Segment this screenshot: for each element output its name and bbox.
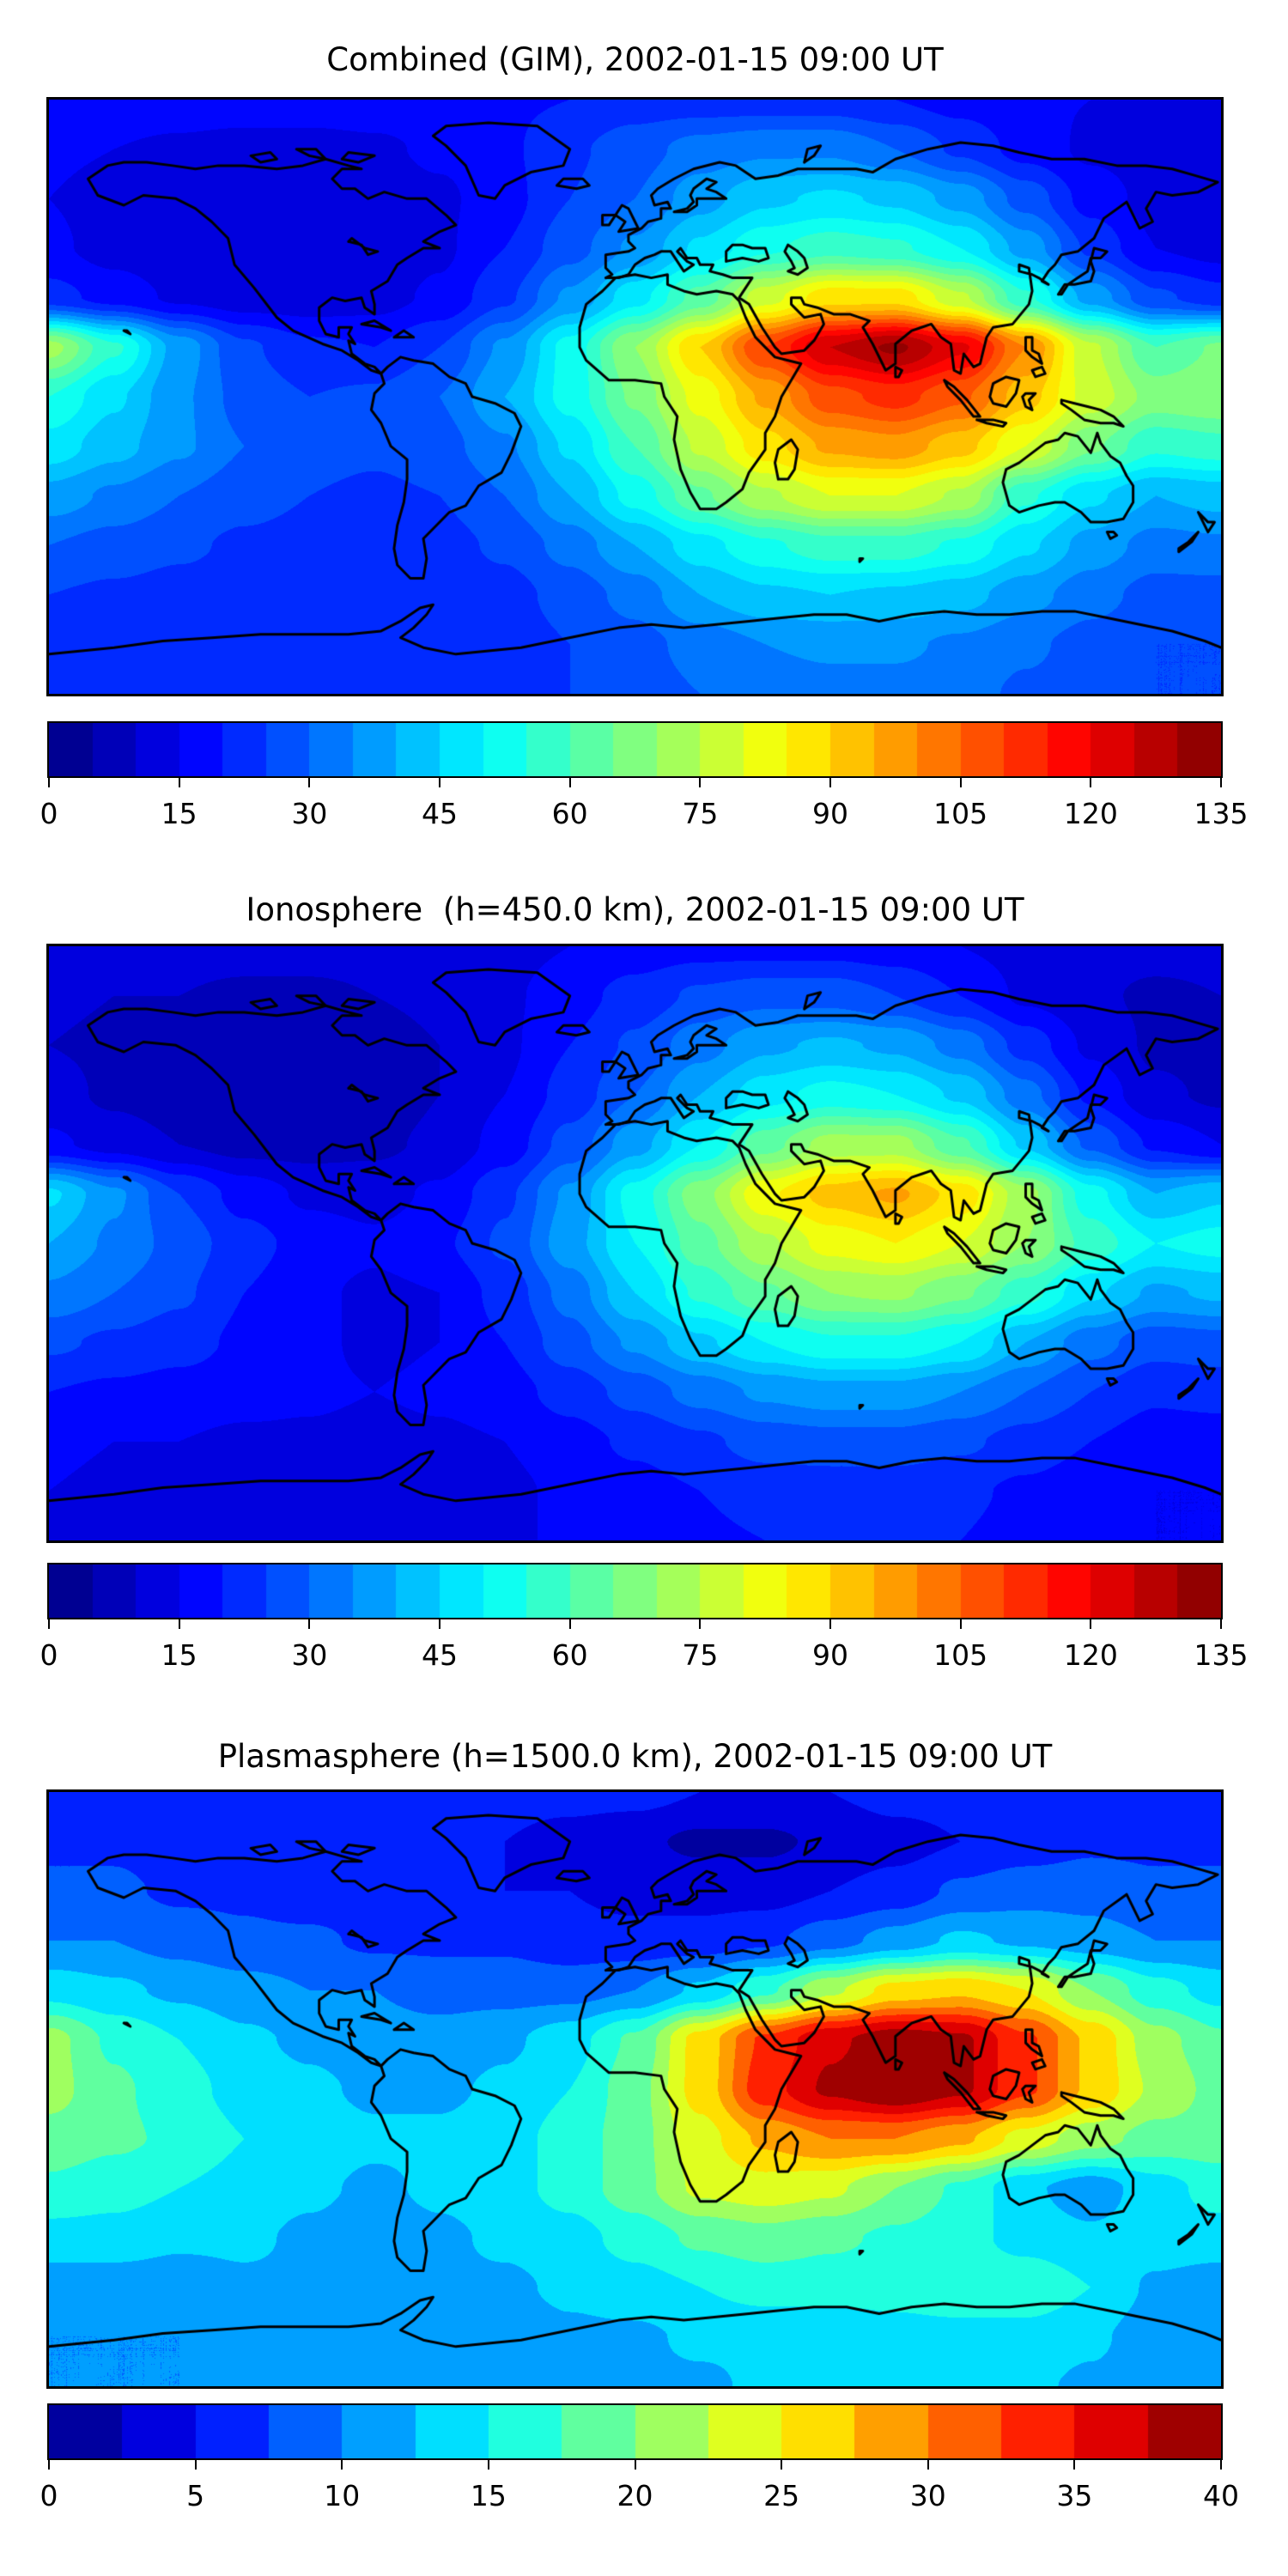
colorbar-tick-mark [308, 1618, 311, 1629]
colorbar-canvas-plasmasphere [47, 2403, 1223, 2460]
colorbar-tick-mark [959, 776, 962, 787]
panel-title-plasmasphere: Plasmasphere (h=1500.0 km), 2002-01-15 0… [217, 1738, 1053, 1775]
colorbar-ticks-combined: 0 15 30 45 60 75 90 105 120 135 [40, 776, 1249, 845]
colorbar-tick-mark [178, 776, 180, 787]
colorbar-tick-mark [1220, 776, 1222, 787]
map-canvas-combined [46, 97, 1224, 696]
colorbar-tick-label: 5 [186, 2479, 205, 2512]
colorbar-tick-mark [568, 1618, 571, 1629]
colorbar-tick-mark [439, 776, 440, 787]
colorbar-tick-mark [308, 776, 311, 787]
colorbar-ticks-plasmasphere: 0 5 10 15 20 25 30 35 40 [40, 2458, 1239, 2527]
colorbar-tick-label: 15 [161, 1638, 197, 1672]
colorbar-canvas-combined [47, 721, 1223, 778]
colorbar-tick-mark [829, 776, 831, 787]
colorbar-tick-label: 105 [933, 1638, 988, 1672]
colorbar-tick-mark [634, 2458, 636, 2470]
map-canvas-ionosphere [46, 944, 1224, 1543]
colorbar-tick-mark [781, 2458, 783, 2470]
colorbar-tick-mark [178, 1618, 180, 1629]
colorbar-tick-label: 75 [682, 797, 719, 830]
colorbar-tick-label: 10 [324, 2479, 361, 2512]
colorbar-tick-label: 45 [422, 797, 458, 830]
colorbar-tick-label: 45 [422, 1638, 458, 1672]
colorbar-tick-mark [341, 2458, 343, 2470]
colorbar-tick-label: 0 [39, 2479, 58, 2512]
colorbar-tick-label: 30 [291, 1638, 328, 1672]
colorbar-tick-label: 120 [1063, 1638, 1118, 1672]
colorbar-tick-mark [959, 1618, 962, 1629]
colorbar-tick-label: 120 [1063, 797, 1118, 830]
colorbar-tick-label: 15 [161, 797, 197, 830]
colorbar-tick-mark [1073, 2458, 1076, 2470]
colorbar-tick-mark [194, 2458, 197, 2470]
colorbar-tick-mark [699, 1618, 702, 1629]
colorbar-tick-mark [487, 2458, 489, 2470]
colorbar-tick-label: 135 [1194, 1638, 1249, 1672]
colorbar-tick-label: 40 [1203, 2479, 1239, 2512]
colorbar-tick-label: 20 [617, 2479, 653, 2512]
colorbar-tick-label: 75 [682, 1638, 719, 1672]
colorbar-tick-mark [48, 776, 50, 787]
colorbar-tick-label: 90 [812, 1638, 848, 1672]
colorbar-tick-mark [48, 2458, 50, 2470]
colorbar-tick-label: 15 [470, 2479, 507, 2512]
colorbar-tick-mark [1090, 776, 1092, 787]
colorbar-tick-label: 0 [39, 1638, 58, 1672]
panel-title-combined: Combined (GIM), 2002-01-15 09:00 UT [326, 41, 944, 78]
colorbar-canvas-ionosphere [47, 1563, 1223, 1619]
colorbar-tick-label: 60 [551, 797, 588, 830]
colorbar-tick-label: 35 [1056, 2479, 1093, 2512]
colorbar-tick-label: 30 [291, 797, 328, 830]
colorbar-tick-mark [1220, 1618, 1222, 1629]
colorbar-tick-mark [48, 1618, 50, 1629]
colorbar-tick-label: 105 [933, 797, 988, 830]
colorbar-tick-mark [699, 776, 702, 787]
colorbar-ticks-ionosphere: 0 15 30 45 60 75 90 105 120 135 [40, 1618, 1249, 1686]
colorbar-tick-label: 0 [39, 797, 58, 830]
colorbar-tick-mark [1090, 1618, 1092, 1629]
panel-title-ionosphere: Ionosphere (h=450.0 km), 2002-01-15 09:0… [246, 891, 1024, 928]
colorbar-tick-mark [927, 2458, 929, 2470]
colorbar-tick-mark [439, 1618, 440, 1629]
colorbar-tick-label: 60 [551, 1638, 588, 1672]
map-canvas-plasmasphere [46, 1789, 1224, 2389]
colorbar-tick-mark [1220, 2458, 1222, 2470]
colorbar-tick-mark [568, 776, 571, 787]
colorbar-tick-mark [829, 1618, 831, 1629]
colorbar-tick-label: 30 [909, 2479, 946, 2512]
colorbar-tick-label: 25 [763, 2479, 800, 2512]
colorbar-tick-label: 90 [812, 797, 848, 830]
colorbar-tick-label: 135 [1194, 797, 1249, 830]
